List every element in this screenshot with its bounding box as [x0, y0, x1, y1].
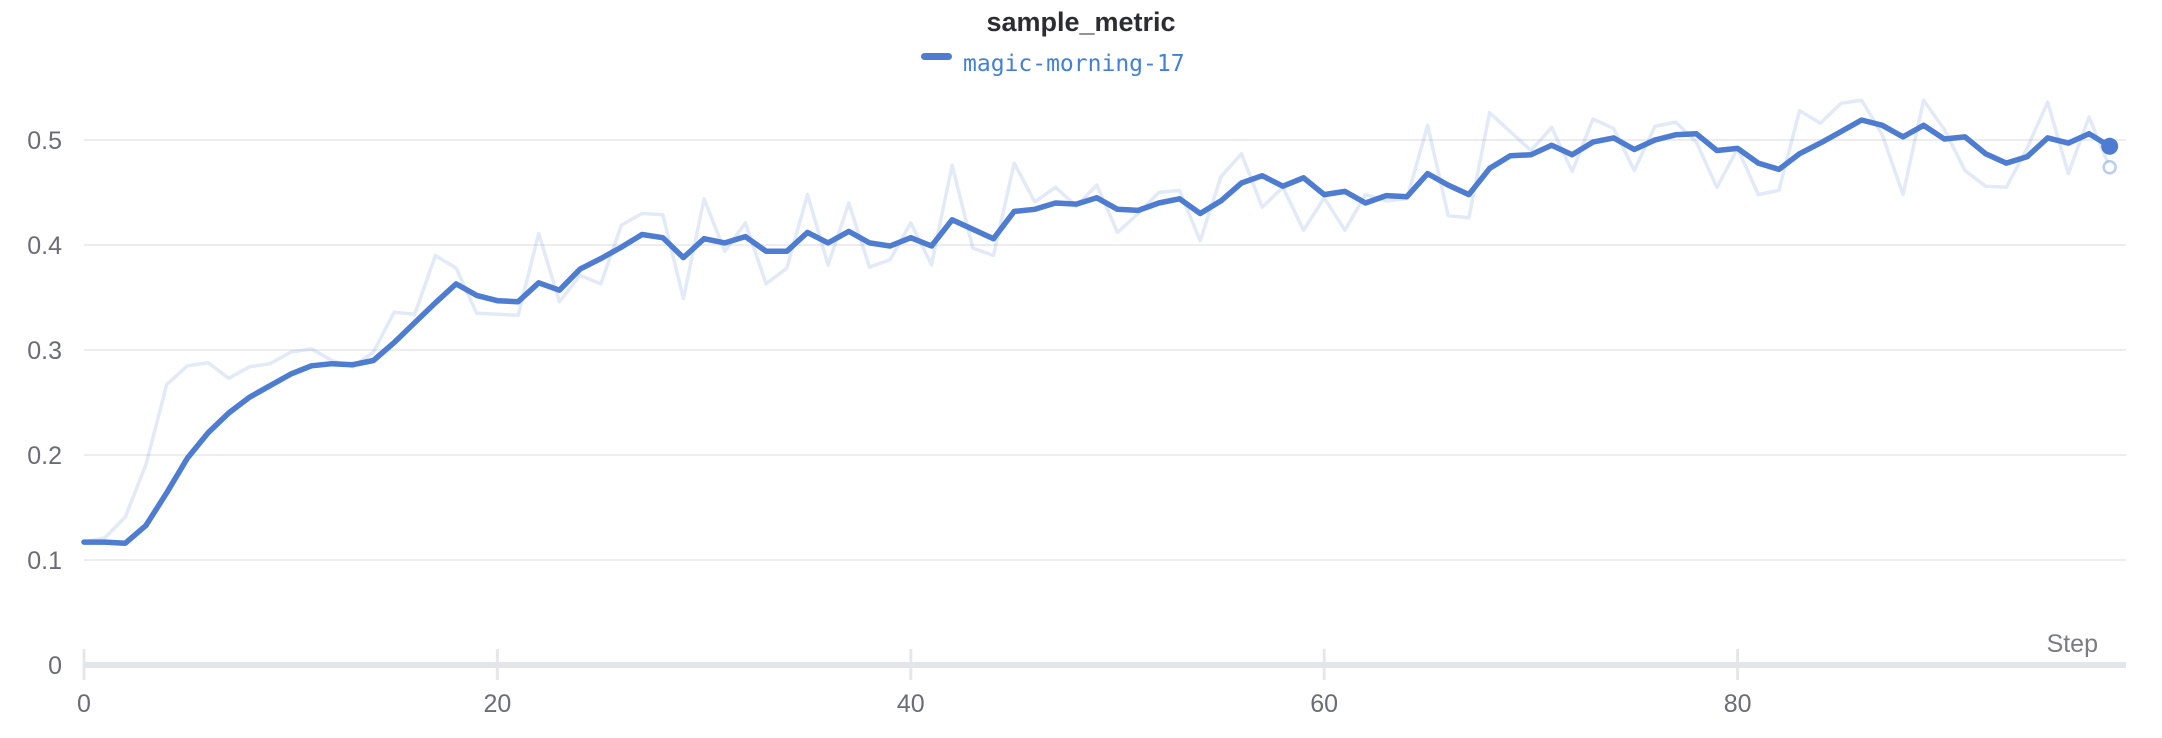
raw-end-ring-marker[interactable] — [2102, 160, 2117, 175]
raw-series-line[interactable] — [82, 98, 2112, 544]
y-tick-label: 0.3 — [27, 337, 62, 365]
x-tick-label: 60 — [1310, 690, 1338, 718]
smoothed-end-dot-marker[interactable] — [2101, 137, 2119, 155]
y-tick-label: 0.4 — [27, 232, 62, 260]
x-tick-label: 40 — [897, 690, 925, 718]
x-axis-title: Step — [2047, 630, 2098, 658]
chart-title: sample_metric — [986, 7, 1175, 37]
smoothed-series-line[interactable] — [81, 117, 2113, 546]
y-tick-label: 0.5 — [27, 127, 62, 155]
x-tick-label: 20 — [483, 690, 511, 718]
y-tick-label: 0.1 — [27, 547, 62, 575]
legend[interactable]: magic-morning-17 — [921, 51, 1185, 77]
y-tick-label: 0.2 — [27, 442, 62, 470]
legend-run-label[interactable]: magic-morning-17 — [963, 51, 1185, 77]
x-tick-label: 0 — [77, 690, 91, 718]
y-tick-label: 0 — [48, 652, 62, 680]
legend-color-dash — [921, 53, 952, 60]
plot-area[interactable]: 0 0.1 0.2 0.3 0.4 0.5 0 20 40 60 80 — [27, 98, 2126, 718]
x-tick-label: 80 — [1724, 690, 1752, 718]
